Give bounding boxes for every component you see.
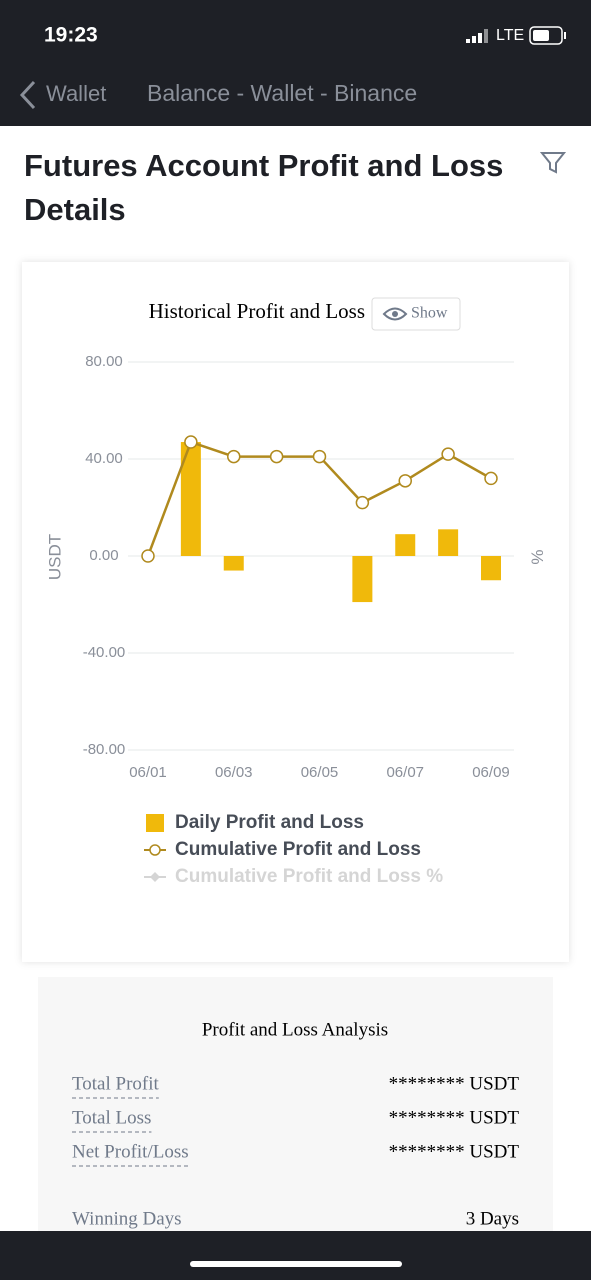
back-link[interactable]: Wallet	[46, 81, 106, 106]
line-marker	[484, 471, 498, 486]
y-tick-label: 80.00	[85, 353, 123, 370]
line-marker	[441, 447, 455, 461]
x-tick-label: 06/05	[301, 764, 339, 781]
line-marker	[141, 549, 155, 563]
bar	[180, 442, 201, 556]
analysis-value: 3 Days	[466, 1208, 519, 1229]
show-label[interactable]: Show	[411, 305, 448, 322]
x-tick-label: 06/01	[129, 764, 167, 781]
analysis-rows: Total Profit ******** USDT Total Loss *****…	[72, 1073, 520, 1234]
x-tick-label: 06/09	[472, 764, 510, 781]
line-marker	[312, 449, 327, 464]
bar	[223, 556, 244, 571]
bar	[352, 556, 373, 603]
y-tick-label: 40.00	[85, 450, 123, 467]
battery	[529, 26, 566, 45]
legend-label: Daily Profit and Loss	[175, 812, 364, 833]
bottom-bar	[0, 1231, 591, 1280]
time: 19:23	[44, 24, 98, 47]
line-marker	[269, 449, 284, 464]
analysis-label: Net Profit/Loss	[72, 1141, 189, 1162]
line-marker	[398, 474, 412, 488]
chart-title: Historical Profit and Loss	[149, 299, 365, 323]
page-heading: Futures Account Profit and Loss Details	[24, 148, 504, 227]
home-indicator	[190, 1261, 402, 1267]
analysis-label: Total Loss	[72, 1107, 151, 1128]
bar	[481, 556, 501, 581]
chart-card	[22, 262, 569, 962]
bar	[438, 529, 459, 556]
analysis-title: Profit and Loss Analysis	[202, 1019, 388, 1040]
legend-label: Cumulative Profit and Loss %	[175, 866, 443, 887]
x-tick-label: 06/03	[215, 764, 253, 781]
top-bar	[0, 0, 591, 126]
network: LTE	[496, 27, 524, 44]
y-tick-label: -40.00	[83, 644, 126, 661]
analysis-value: ******** USDT	[389, 1107, 520, 1128]
nav-title: Balance - Wallet - Binance	[147, 80, 417, 106]
x-tick-label: 06/07	[386, 764, 424, 781]
legend-swatch	[149, 844, 161, 856]
line-marker	[184, 435, 198, 449]
legend-swatch	[146, 814, 164, 832]
analysis-panel	[38, 977, 553, 1237]
back-arrow[interactable]	[19, 80, 36, 110]
analysis-label: Winning Days	[72, 1208, 182, 1229]
y2-axis-label: %	[528, 549, 547, 564]
line-marker	[227, 449, 241, 464]
signal	[466, 29, 488, 43]
legend-swatch	[150, 872, 160, 882]
bar	[395, 534, 416, 556]
filter-icon[interactable]	[539, 152, 567, 174]
y-tick-label: -80.00	[83, 741, 126, 758]
eye-icon	[382, 307, 408, 321]
y-tick-label: 0.00	[89, 547, 118, 564]
analysis-value: ******** USDT	[389, 1073, 520, 1094]
y-axis-label: USDT	[45, 534, 64, 580]
legend-label: Cumulative Profit and Loss	[175, 839, 421, 860]
analysis-label: Total Profit	[72, 1073, 160, 1094]
analysis-value: ******** USDT	[389, 1141, 520, 1162]
show-button[interactable]	[371, 297, 461, 331]
line-marker	[355, 495, 370, 510]
